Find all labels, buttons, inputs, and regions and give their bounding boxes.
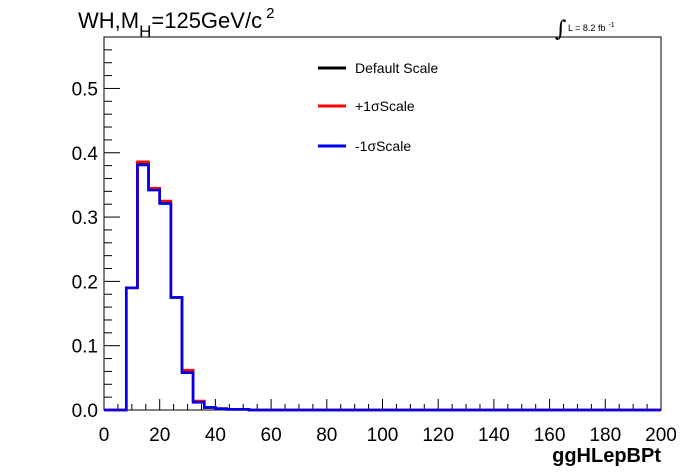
- x-tick-label: 120: [422, 425, 454, 446]
- title-main: WH,M: [78, 8, 139, 33]
- legend-label: +1σScale: [355, 98, 415, 114]
- y-tick-label: 0.2: [72, 272, 98, 293]
- lumi-label: L = 8.2 fb -1: [568, 22, 615, 33]
- y-tick-label: 0.1: [72, 337, 98, 358]
- x-tick-label: 0: [99, 425, 110, 446]
- y-tick-labels: 0.0 0.1 0.2 0.3 0.4 0.5: [72, 79, 99, 422]
- y-tick-label: 0.3: [72, 208, 98, 229]
- lumi-integral: ∫: [555, 17, 567, 42]
- x-tick-label: 20: [149, 425, 170, 446]
- x-tick-label: 200: [645, 425, 677, 446]
- x-tick-label: 60: [261, 425, 282, 446]
- legend: Default Scale +1σScale -1σScale: [318, 60, 438, 154]
- title-rest: =125GeV/c: [151, 8, 262, 33]
- x-tick-label: 40: [205, 425, 226, 446]
- legend-label: -1σScale: [355, 138, 411, 154]
- y-tick-label: 0.0: [72, 401, 98, 422]
- chart-title: WH,MH=125GeV/c 2: [78, 5, 274, 41]
- series-line-2: [104, 163, 661, 412]
- legend-label: Default Scale: [355, 60, 438, 76]
- x-tick-labels: 0 20 40 60 80 100 120 140 160 180 200: [99, 425, 677, 446]
- x-axis-label: ggHLepBPt: [552, 445, 661, 467]
- x-tick-label: 80: [316, 425, 337, 446]
- lumi-superscript: -1: [608, 22, 614, 29]
- y-tick-label: 0.4: [72, 144, 99, 165]
- title-superscript: 2: [266, 5, 274, 22]
- x-tick-label: 140: [478, 425, 510, 446]
- x-tick-label: 160: [534, 425, 566, 446]
- x-tick-label: 180: [589, 425, 621, 446]
- title-subscript: H: [139, 22, 151, 41]
- lumi-text: L = 8.2 fb: [568, 23, 605, 33]
- axis-ticks: [103, 36, 662, 411]
- x-tick-label: 100: [367, 425, 399, 446]
- y-tick-label: 0.5: [72, 79, 98, 100]
- series-lines: [104, 160, 661, 412]
